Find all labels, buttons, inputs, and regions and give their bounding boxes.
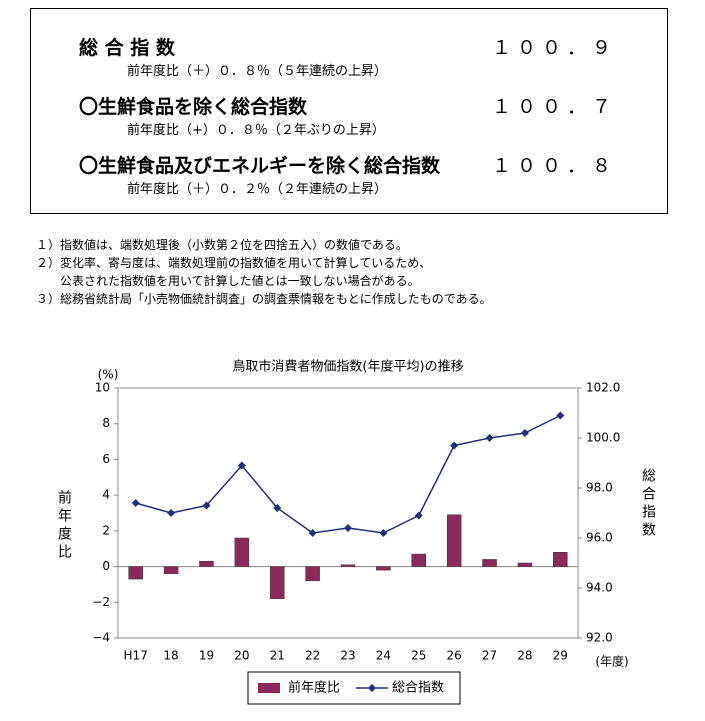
x-tick-label: 27: [482, 649, 497, 663]
chart-title: 鳥取市消費者物価指数(年度平均)の推移: [232, 359, 463, 375]
y-tick-label: 2: [102, 523, 110, 537]
note: ２）変化率、寄与度は、端数処理前の指数値を用いて計算しているため、: [36, 256, 432, 270]
x-tick-label: 18: [163, 649, 178, 663]
summary-note: 前年度比（+）０．８％（２年ぶりの上昇）: [127, 123, 385, 138]
legend: [247, 671, 461, 705]
line: [135, 414, 561, 534]
summary-box: 総 合 指 数 １００．９ 前年度比（＋）０．８％（５年連続の上昇） 〇生鮮食品…: [30, 8, 668, 214]
marker: [131, 499, 140, 507]
legend-label: 総合指数: [392, 681, 444, 696]
marker: [450, 441, 459, 450]
marker: [344, 524, 352, 532]
marker: [167, 509, 176, 517]
y-tick-label: −4: [92, 631, 110, 645]
x-tick-label: H17: [124, 649, 148, 663]
summary-note: 前年度比（＋）０．２％（２年連続の上昇）: [127, 182, 388, 197]
y-tick-label: 4: [102, 488, 110, 502]
y-unit: (%): [98, 368, 119, 382]
y2-tick-label: 100.0: [586, 431, 620, 445]
y2-tick-label: 98.0: [586, 481, 613, 495]
y-tick-label: 6: [102, 452, 110, 466]
marker: [485, 434, 494, 442]
summary-note: 前年度比（＋）０．８％（５年連続の上昇）: [127, 64, 388, 79]
y2-tick-label: 102.0: [586, 381, 620, 395]
bar: [376, 566, 391, 571]
summary-label: 総 合 指 数: [79, 37, 175, 59]
bar: [234, 537, 250, 567]
legend-label: 前年度比: [288, 680, 340, 696]
marker: [556, 411, 565, 420]
y-tick-label: 10: [95, 381, 110, 395]
bar: [199, 560, 214, 567]
y2-tick-label: 96.0: [586, 531, 613, 545]
marker: [414, 511, 423, 520]
marker: [308, 529, 317, 537]
x-tick-label: 22: [305, 649, 320, 663]
summary-value: １００．７: [491, 96, 617, 118]
x-tick-label: 23: [340, 649, 355, 663]
note: ３）総務省統計局「小売物価統計調査」の調査票情報をもとに作成したものである。: [36, 292, 492, 306]
y-tick-label: 0: [102, 559, 110, 573]
y2-tick-label: 94.0: [586, 581, 613, 595]
y-axis-label: 前年度比: [56, 489, 72, 562]
x-tick-label: 25: [411, 649, 426, 663]
bar: [411, 553, 427, 567]
y2-tick-label: 92.0: [586, 631, 613, 645]
x-unit: (年度): [595, 654, 628, 669]
bar: [269, 566, 285, 599]
bar: [446, 514, 462, 567]
marker: [202, 501, 211, 510]
plot-frame: [117, 387, 579, 639]
x-tick-label: 24: [376, 649, 391, 663]
x-tick-label: 21: [270, 649, 285, 663]
marker: [237, 461, 246, 470]
bar: [482, 559, 497, 567]
bar: [517, 562, 533, 567]
x-tick-label: 20: [234, 649, 249, 663]
bar: [163, 566, 179, 574]
summary-label: 〇生鮮食品を除く総合指数: [79, 96, 308, 118]
x-tick-label: 26: [447, 649, 462, 663]
summary-label: 〇生鮮食品及びエネルギーを除く総合指数: [79, 155, 441, 177]
bar: [305, 566, 320, 582]
bar: [128, 566, 143, 580]
bar: [340, 564, 356, 567]
x-tick-label: 29: [553, 649, 568, 663]
legend-swatch: [258, 683, 280, 693]
summary-value: １００．９: [491, 37, 617, 59]
bar: [553, 552, 568, 567]
note: １）指数値は、端数処理後（小数第２位を四捨五入）の数値である。: [36, 238, 408, 252]
legend-swatch: [368, 684, 376, 692]
marker: [379, 529, 388, 537]
marker: [520, 429, 529, 437]
x-tick-label: 28: [517, 649, 532, 663]
y-tick-label: 8: [102, 416, 110, 430]
summary-value: １００．８: [491, 155, 617, 177]
note: 公表された指数値を用いて計算した値とは一致しない場合がある。: [60, 274, 420, 288]
y-tick-label: −2: [92, 595, 110, 609]
x-tick-label: 19: [199, 649, 214, 663]
y2-axis-label: 総合指数: [640, 468, 656, 540]
marker: [273, 504, 282, 512]
